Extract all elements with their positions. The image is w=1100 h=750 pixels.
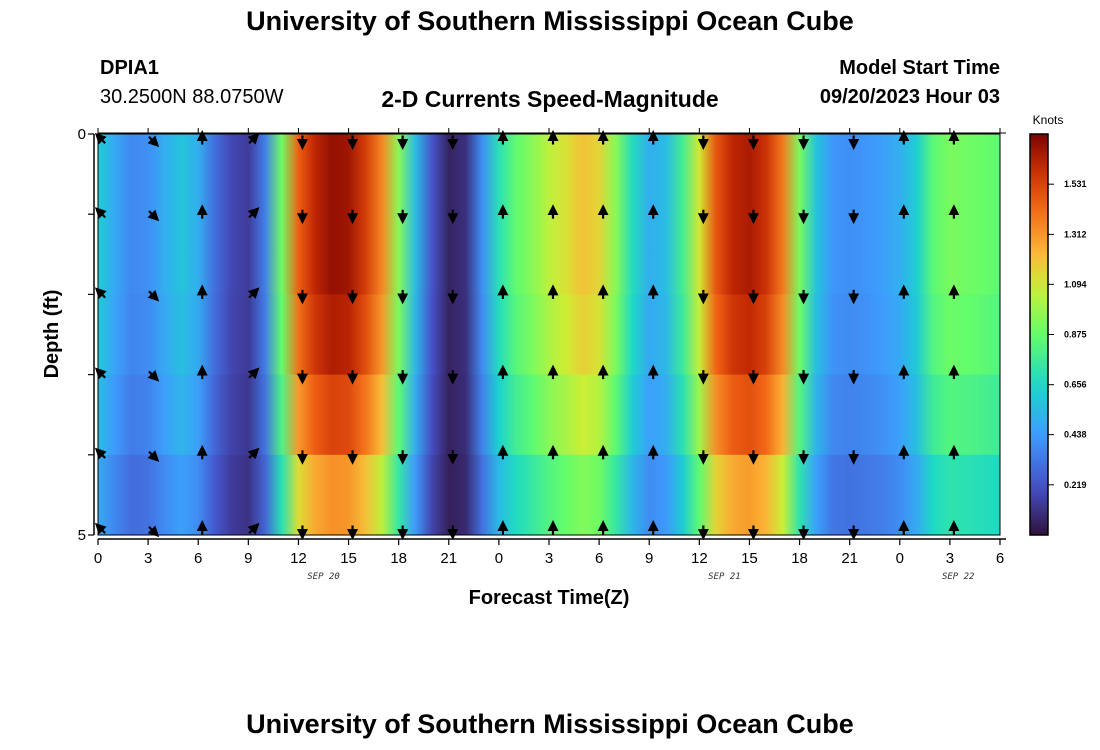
y-tick-label: 0 (78, 126, 86, 143)
model-start-time: 09/20/2023 Hour 03 (819, 86, 1000, 108)
chart-title-top: University of Southern Mississippi Ocean… (246, 6, 854, 36)
current-vectors (94, 130, 960, 540)
colorbar-tick-label: 0.875 (1064, 330, 1087, 340)
vector-arrow (247, 447, 260, 460)
vector-arrow (247, 132, 260, 145)
x-tick-label: 3 (144, 550, 152, 567)
colorbar-tick-label: 1.531 (1064, 179, 1087, 189)
x-tick-label: 18 (791, 550, 808, 567)
vector-arrow (94, 367, 107, 380)
vector-arrow (247, 367, 260, 380)
chart-subtitle: 2-D Currents Speed-Magnitude (381, 86, 719, 112)
colorbar-tick-label: 1.312 (1064, 229, 1087, 239)
vector-arrow (147, 135, 160, 148)
colorbar: Knots 1.531 1.312 1.094 0.875 0.656 0.438 0.21… (1029, 113, 1087, 536)
x-tick-label: 15 (741, 550, 758, 567)
x-axis: 0 3 6 9 12 15 18 21 0 3 6 9 12 15 18 21 0 3 6 SEP 20 SEP 21 S… (94, 128, 1006, 582)
x-tick-label: 6 (595, 550, 603, 567)
chart-title-bottom: University of Southern Mississippi Ocean… (246, 709, 854, 739)
heatmap-band (98, 374, 1000, 456)
x-axis-title: Forecast Time(Z) (469, 587, 630, 609)
heatmap-band (98, 214, 1000, 295)
station-coordinates: 30.2500N 88.0750W (100, 86, 284, 108)
x-tick-label: 21 (440, 550, 457, 567)
colorbar-tick-label: 1.094 (1064, 279, 1087, 289)
vector-arrow (247, 287, 260, 299)
vector-arrow (147, 370, 160, 382)
heatmap-field (98, 134, 1000, 536)
colorbar-gradient (1029, 133, 1049, 536)
x-tick-label: 0 (896, 550, 904, 567)
x-tick-label: 3 (545, 550, 553, 567)
vector-arrow (94, 447, 107, 460)
x-tick-label: 21 (841, 550, 858, 567)
x-tick-label: 18 (390, 550, 407, 567)
x-tick-label: 0 (94, 550, 102, 567)
x-tick-label: 3 (946, 550, 954, 567)
vector-arrow (94, 207, 107, 219)
heatmap-band (98, 134, 1000, 215)
date-label: SEP 22 (942, 572, 975, 582)
vector-arrow (94, 522, 107, 535)
vector-arrow (147, 209, 160, 222)
colorbar-tick-label: 0.656 (1064, 380, 1087, 390)
vector-arrow (94, 132, 107, 145)
vector-arrow (147, 450, 160, 462)
y-axis-title: Depth (ft) (41, 290, 63, 379)
colorbar-tick-label: 0.219 (1064, 480, 1087, 490)
colorbar-tick-label: 0.438 (1064, 430, 1087, 440)
station-id: DPIA1 (100, 57, 159, 79)
colorbar-unit-label: Knots (1033, 113, 1064, 127)
y-axis: 05 (78, 126, 95, 544)
y-tick-label: 5 (78, 527, 86, 544)
x-tick-label: 0 (495, 550, 503, 567)
x-tick-label: 9 (244, 550, 252, 567)
date-label: SEP 21 (708, 572, 741, 582)
x-tick-label: 6 (194, 550, 202, 567)
heatmap-band (98, 294, 1000, 376)
x-tick-label: 12 (691, 550, 708, 567)
vector-arrow (247, 522, 260, 535)
x-tick-label: 9 (645, 550, 653, 567)
x-tick-label: 15 (340, 550, 357, 567)
date-label: SEP 20 (307, 572, 340, 582)
vector-arrow (94, 287, 107, 299)
vector-arrow (247, 207, 260, 219)
x-tick-label: 6 (996, 550, 1004, 567)
x-tick-label: 12 (290, 550, 307, 567)
vector-arrow (147, 289, 160, 302)
model-start-label: Model Start Time (839, 57, 1000, 79)
heatmap-band (98, 454, 1000, 536)
vector-arrow (147, 525, 160, 538)
